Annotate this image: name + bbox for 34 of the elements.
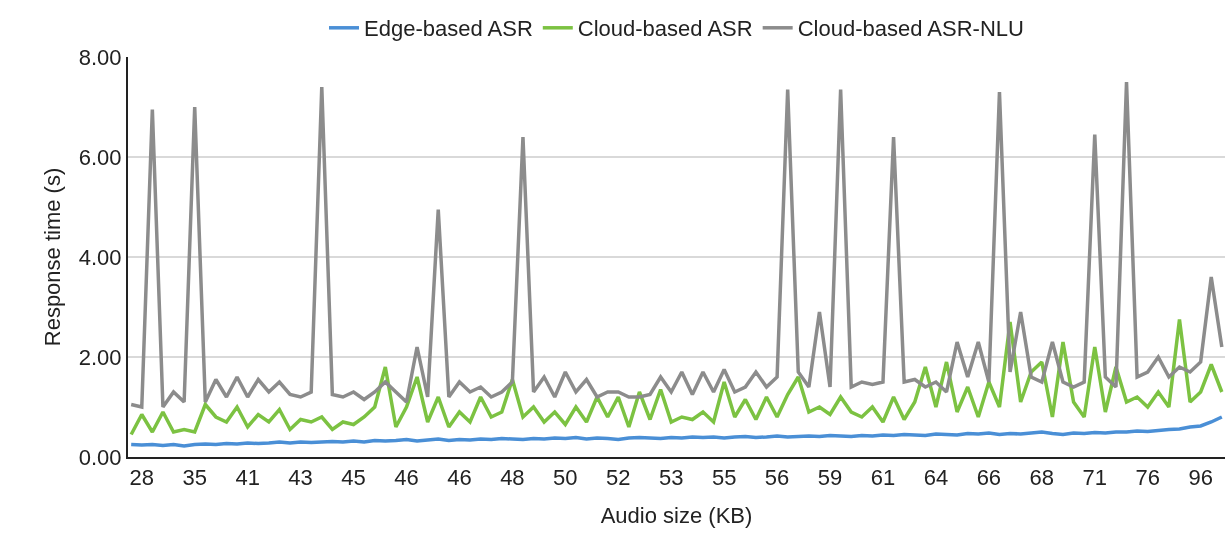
x-tick-label: 48 xyxy=(500,465,525,491)
x-tick-label: 43 xyxy=(288,465,313,491)
x-tick-label: 96 xyxy=(1188,465,1213,491)
x-tick-label: 59 xyxy=(817,465,843,491)
legend-label: Cloud-based ASR xyxy=(577,16,753,42)
x-axis-title: Audio size (KB) xyxy=(600,502,753,528)
x-tick-label: 71 xyxy=(1082,465,1107,491)
x-tick-label: 46 xyxy=(447,465,472,491)
x-tick-label: 50 xyxy=(553,465,578,491)
x-tick-label: 64 xyxy=(923,465,949,491)
y-tick-label: 4.00 xyxy=(78,244,122,270)
line-series xyxy=(129,317,1224,437)
line-series xyxy=(129,80,1224,409)
legend-label: Edge-based ASR xyxy=(364,16,533,42)
x-tick-label: 52 xyxy=(606,465,631,491)
legend-label: Cloud-based ASR-NLU xyxy=(797,16,1024,42)
x-tick-label: 55 xyxy=(711,465,737,491)
x-tick-label: 41 xyxy=(235,465,260,491)
line-series xyxy=(129,415,1224,448)
x-tick-label: 61 xyxy=(870,465,896,491)
x-tick-label: 53 xyxy=(658,465,684,491)
x-tick-label: 66 xyxy=(976,465,1002,491)
x-tick-label: 46 xyxy=(394,465,419,491)
y-tick-label: 8.00 xyxy=(78,44,122,70)
y-tick-label: 6.00 xyxy=(78,144,122,170)
x-tick-label: 56 xyxy=(764,465,790,491)
x-tick-label: 76 xyxy=(1135,465,1160,491)
y-tick-label: 0.00 xyxy=(78,444,122,470)
x-tick-label: 68 xyxy=(1029,465,1055,491)
x-tick-label: 28 xyxy=(129,465,155,491)
y-tick-label: 2.00 xyxy=(78,344,122,370)
y-axis-title: Response time (s) xyxy=(40,167,66,347)
x-tick-label: 35 xyxy=(182,465,207,491)
x-tick-label: 45 xyxy=(341,465,366,491)
